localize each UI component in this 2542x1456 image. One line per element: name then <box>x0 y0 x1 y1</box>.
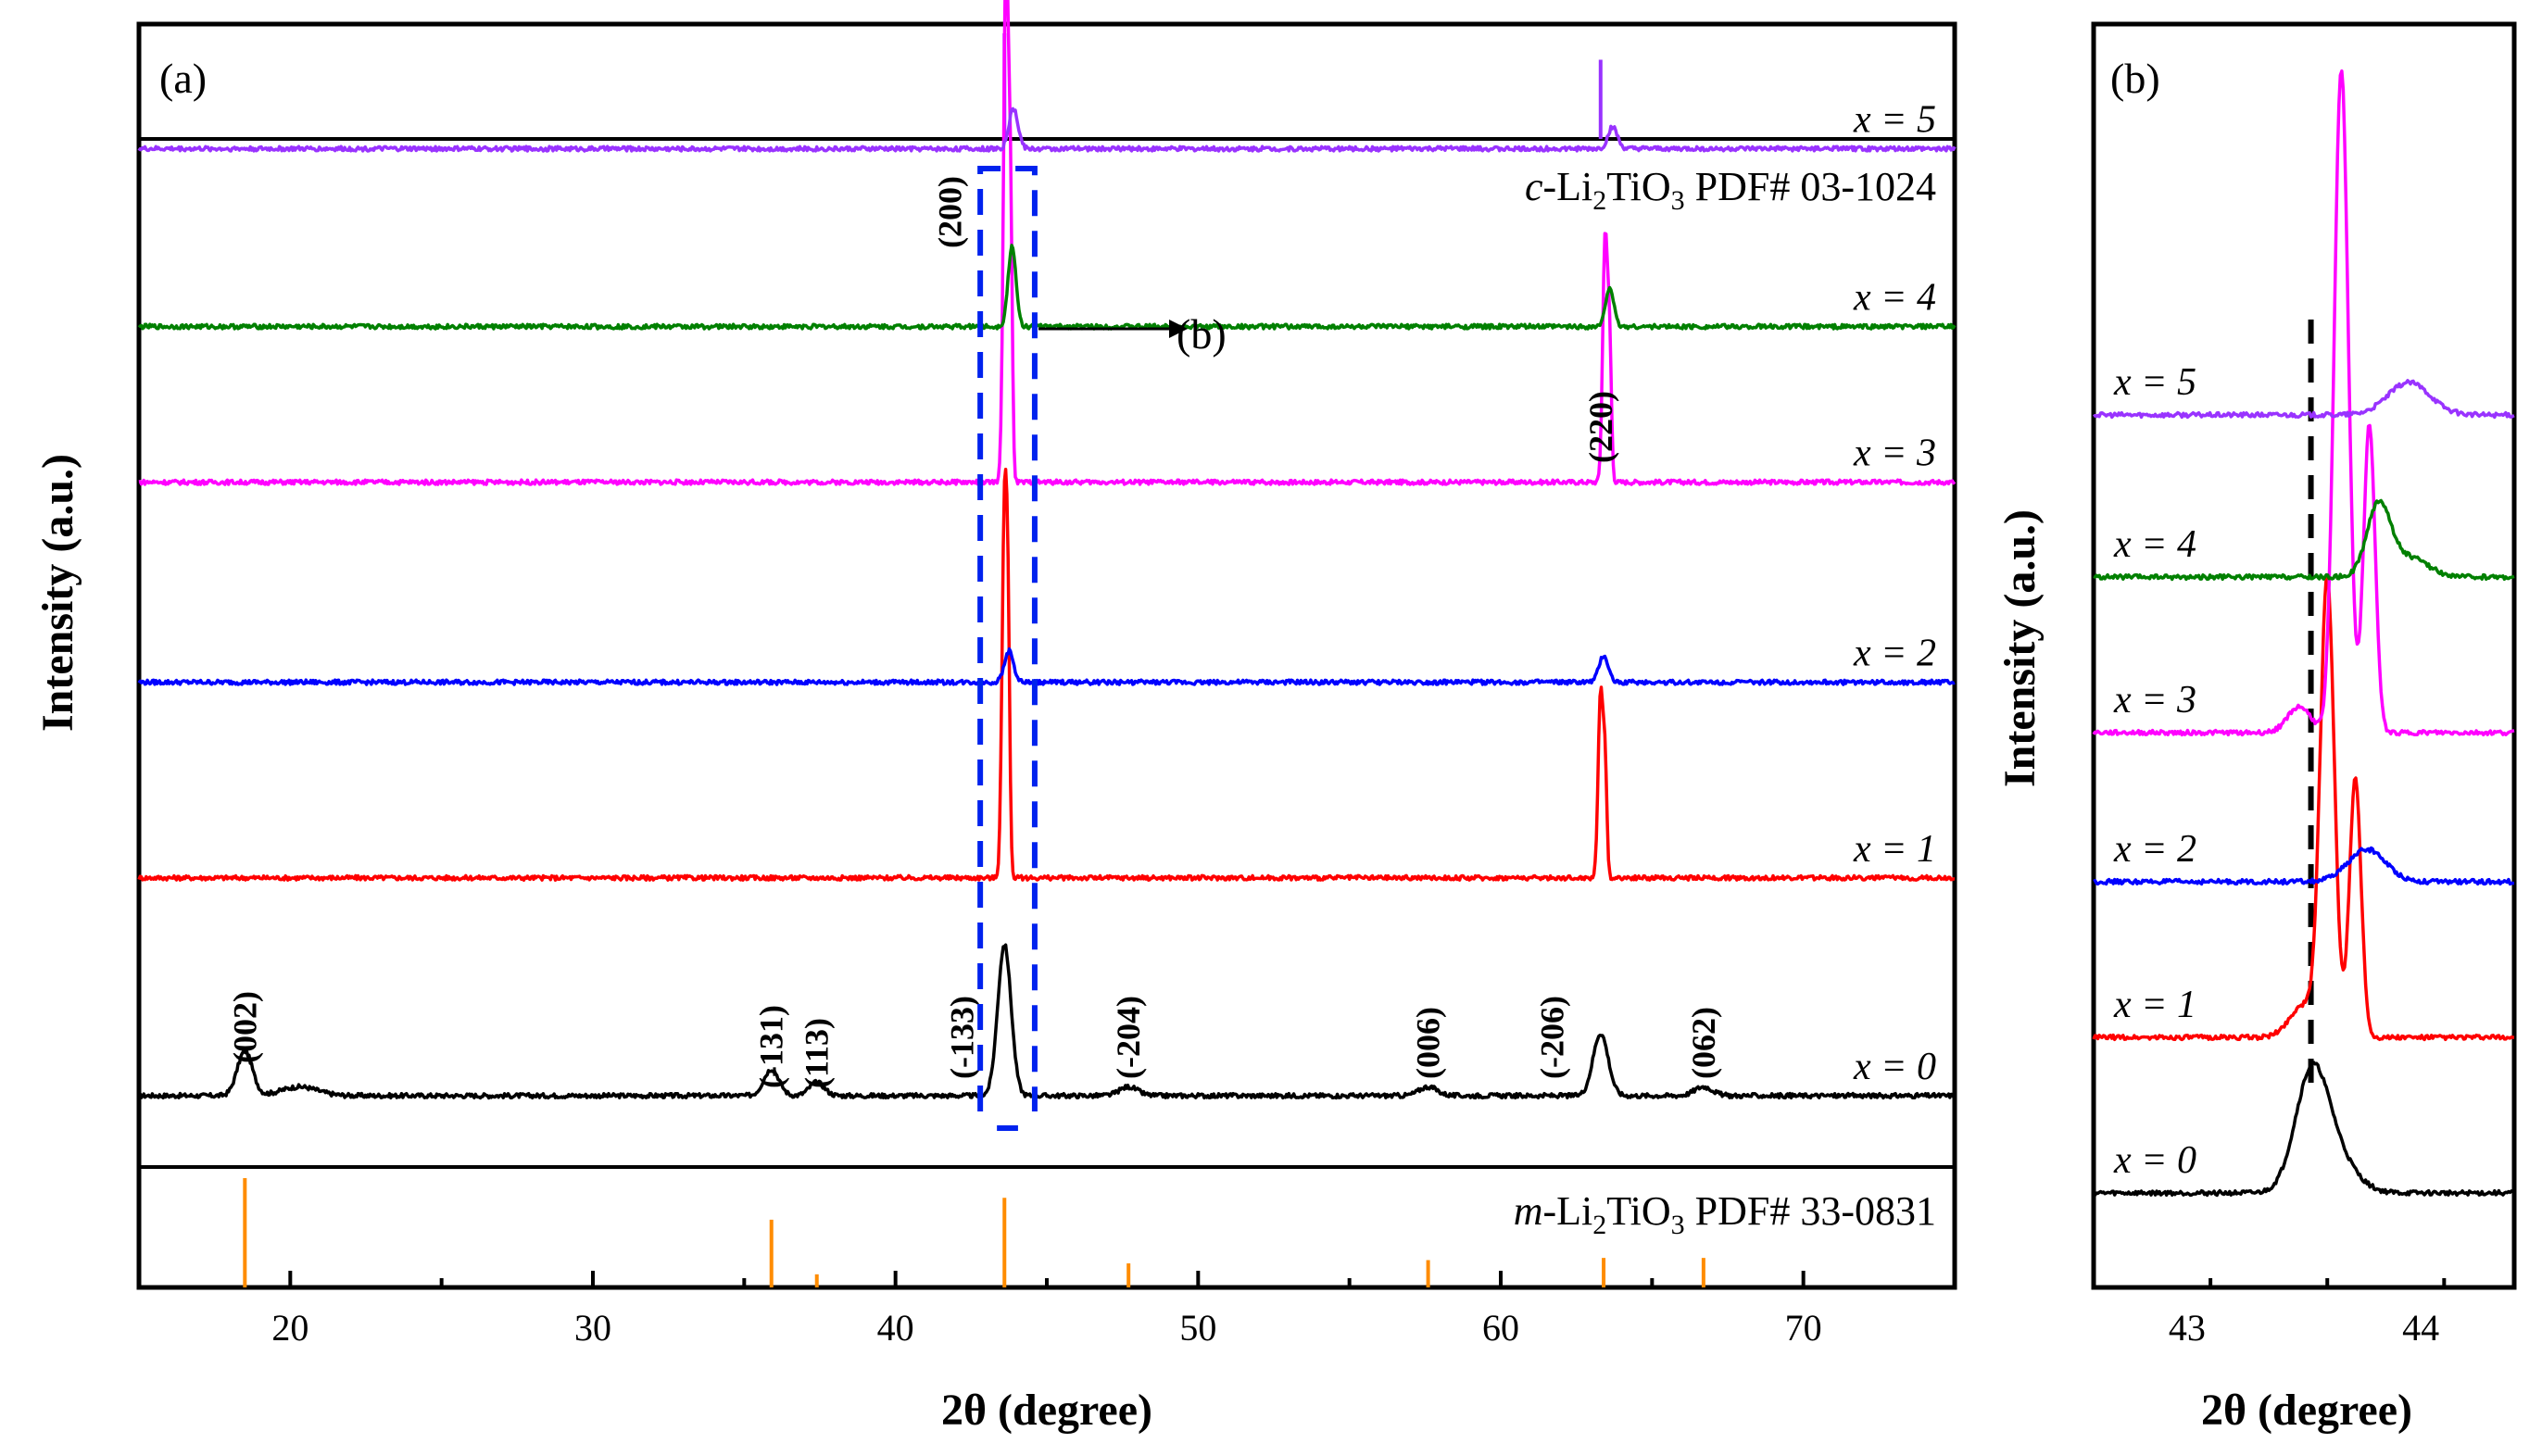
panel-b-frame <box>2091 21 2517 1290</box>
b-series-label-x-2: x = 2 <box>2113 828 2196 871</box>
series-label-x-0: x = 0 <box>1853 1046 1936 1088</box>
m-phase-reference-title: m-Li2TiO3 PDF# 33-0831 <box>1514 1188 1936 1240</box>
panel-b-x-axis-title: 2θ (degree) <box>2201 1386 2412 1435</box>
zoom-arrow-label: (b) <box>1177 310 1227 358</box>
panel-a-y-axis-title: Intensity (a.u.) <box>33 454 82 732</box>
series-label-x-5: x = 5 <box>1853 99 1936 142</box>
b-trace-x-0 <box>2092 1061 2515 1198</box>
x-tick-label-70: 70 <box>1785 1307 1822 1349</box>
zoom-box-outline <box>977 166 1038 1111</box>
panel-a-x-axis-title: 2θ (degree) <box>941 1386 1152 1435</box>
x-tick-label-50: 50 <box>1179 1307 1216 1349</box>
b-series-label-x-5: x = 5 <box>2113 361 2196 404</box>
series-label-x-4: x = 4 <box>1853 277 1936 320</box>
b-trace-x-2 <box>2093 846 2515 886</box>
c-phase-reference-title: c-Li2TiO3 PDF# 03-1024 <box>1525 164 1936 216</box>
zoom-arrow-head <box>1169 320 1188 338</box>
zoom-region-highlight: (b) <box>977 166 1227 1131</box>
trace-x-2 <box>137 646 1956 686</box>
b-trace-x-3 <box>2092 69 2515 737</box>
panel-a-hkl-annotations: (002) (-131) (113) (-133) (-204) (006) (-206) (… <box>226 176 1722 1088</box>
hkl-002: (002) <box>226 991 263 1063</box>
hkl-220: (220) <box>1582 391 1619 463</box>
hkl-062: (062) <box>1685 1007 1722 1079</box>
b-trace-x-4 <box>2093 498 2515 582</box>
m-phase-reference-lines <box>243 1178 1705 1287</box>
series-label-x-3: x = 3 <box>1853 433 1936 475</box>
hkl-133: (-133) <box>944 996 981 1079</box>
panel-a-chart: 20 30 40 50 60 70 x = 0x = 1x = 2x = 3x = 4x … <box>33 0 1957 1435</box>
x-tick-label-40: 40 <box>877 1307 914 1349</box>
panel-a-label: (a) <box>159 55 207 102</box>
b-series-label-x-4: x = 4 <box>2113 523 2196 566</box>
b-trace-x-5 <box>2093 379 2515 420</box>
b-series-label-x-0: x = 0 <box>2113 1139 2196 1182</box>
trace-x-4 <box>137 244 1957 331</box>
trace-x-1 <box>137 467 1956 882</box>
hkl-131: (-131) <box>753 1005 790 1088</box>
b-series-label-x-3: x = 3 <box>2113 679 2196 722</box>
b-x-tick-label-44: 44 <box>2402 1307 2439 1349</box>
b-series-label-x-1: x = 1 <box>2113 984 2196 1026</box>
panel-b-traces <box>2092 69 2515 1198</box>
x-tick-label-60: 60 <box>1482 1307 1519 1349</box>
panel-a-series-labels: x = 0 x = 1 x = 2 x = 3 x = 4 x = 5 <box>1853 99 1936 1088</box>
panel-b-x-ticks: 43 44 <box>2092 1278 2447 1349</box>
x-tick-label-20: 20 <box>271 1307 308 1349</box>
b-trace-x-1 <box>2092 573 2515 1042</box>
panel-a-traces <box>137 0 1957 1100</box>
panel-b-series-labels: x = 0 x = 1 x = 2 x = 3 x = 4 x = 5 <box>2113 361 2196 1182</box>
trace-x-5 <box>137 107 1957 153</box>
hkl-200: (200) <box>931 176 968 248</box>
trace-x-3 <box>138 0 1957 486</box>
panel-b-y-axis-title: Intensity (a.u.) <box>1995 509 2045 787</box>
b-x-tick-label-43: 43 <box>2169 1307 2206 1349</box>
hkl-006: (006) <box>1410 1007 1447 1079</box>
c-phase-reference-lines <box>1002 33 1603 139</box>
x-tick-label-30: 30 <box>574 1307 611 1349</box>
panel-b-chart: 43 44 x = 0x = 1x = 2x = 3x = 4x = 5 (b) … <box>1995 21 2517 1435</box>
series-label-x-2: x = 2 <box>1853 633 1936 675</box>
trace-x-0 <box>138 943 1956 1100</box>
panel-b-label: (b) <box>2110 55 2160 102</box>
panel-a-x-ticks: 20 30 40 50 60 70 <box>137 1271 1957 1349</box>
hkl-113: (113) <box>799 1018 836 1088</box>
hkl-206: (-206) <box>1534 996 1571 1079</box>
series-label-x-1: x = 1 <box>1853 828 1936 871</box>
hkl-204: (-204) <box>1110 996 1147 1079</box>
